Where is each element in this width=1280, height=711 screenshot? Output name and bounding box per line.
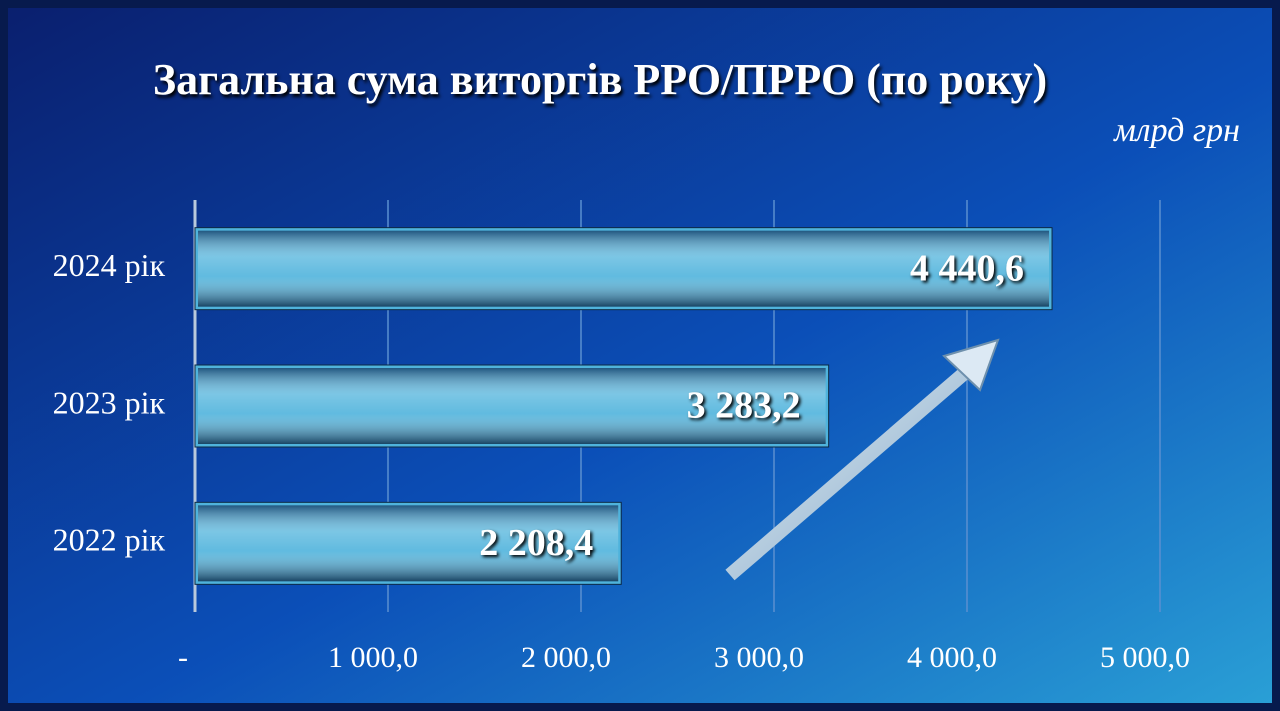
chart-title: Загальна сума виторгів РРО/ПРРО (по року… [152,55,1048,104]
x-tick-label: 1 000,0 [328,641,418,674]
bar-shade [198,505,619,582]
unit-label: млрд грн [1114,112,1240,149]
value-label: 3 283,2 [687,385,801,427]
bar-shade [198,368,826,444]
x-tick-label: 4 000,0 [907,641,997,674]
y-tick-label: 2023 рік [53,384,166,420]
bar-shade [198,230,1050,307]
x-tick-label: 2 000,0 [521,641,611,674]
x-tick-label: 3 000,0 [714,641,804,674]
value-label: 4 440,6 [910,247,1024,289]
x-tick-label: 5 000,0 [1100,641,1190,674]
trend-arrow [725,338,1000,581]
value-label: 2 208,4 [479,522,593,564]
y-tick-label: 2024 рік [53,247,166,283]
y-tick-label: 2022 рік [53,522,166,558]
x-tick-label: - [178,641,188,674]
